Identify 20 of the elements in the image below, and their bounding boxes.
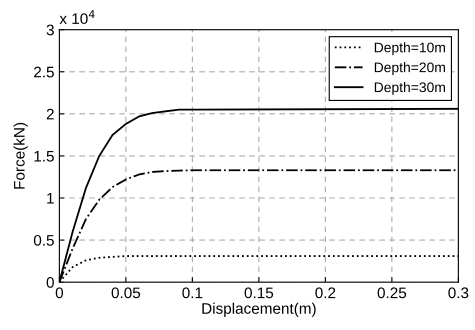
x-axis-title: Displacement(m): [202, 302, 316, 317]
text: x 10$^{4}$: [60, 10, 95, 24]
legend-label: Depth=10m: [374, 42, 445, 56]
y-axis-title: Force(kN): [13, 122, 28, 189]
legend-label: Depth=30m: [374, 82, 445, 95]
x-tick-label: 0.25: [378, 287, 406, 298]
x-tick-label: 0: [56, 287, 64, 298]
x-tick-label: 0.05: [112, 287, 140, 298]
y-tick-label: 3: [46, 24, 54, 36]
y-tick-label: 0: [46, 277, 54, 288]
x-tick-label: 0.3: [448, 287, 468, 298]
legend-label: Depth=20m: [374, 62, 445, 76]
x-tick-label: 0.15: [244, 287, 274, 298]
y-tick-label: 1.5: [34, 150, 54, 162]
y-tick-label: 1: [47, 193, 54, 204]
y-tick-label: 0.5: [34, 234, 54, 246]
x-tick-label: 0.2: [315, 287, 336, 298]
y-tick-label: 2.5: [34, 66, 54, 78]
x-tick-label: 0.1: [182, 287, 202, 298]
y-tick-label: 2: [46, 108, 54, 120]
